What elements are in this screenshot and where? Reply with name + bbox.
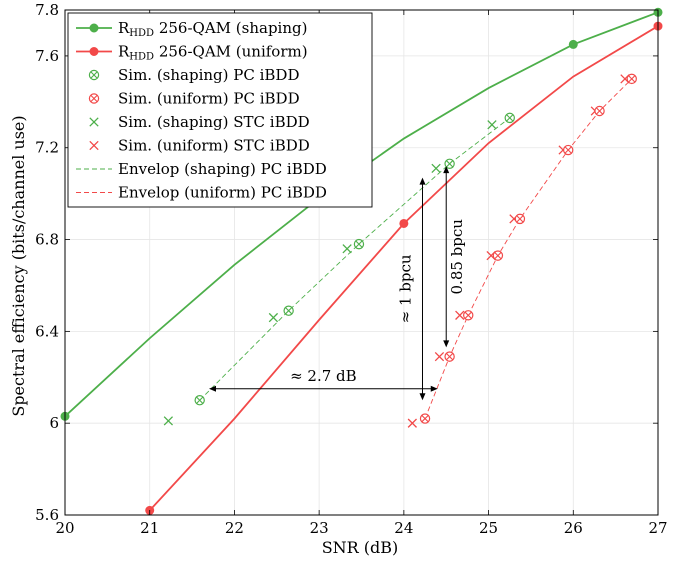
y-tick-label: 6.4	[35, 322, 59, 340]
x-axis-label: SNR (dB)	[322, 538, 399, 557]
x-tick-label: 22	[225, 519, 244, 537]
legend-entry: Sim. (uniform) STC iBDD	[89, 137, 310, 155]
legend-entry: Sim. (shaping) PC iBDD	[88, 66, 299, 84]
legend: RHDD 256-QAM (shaping) RHDD 256-QAM (unif…	[67, 12, 373, 208]
data-point	[594, 105, 605, 117]
legend-entry: Sim. (shaping) STC iBDD	[89, 113, 310, 131]
series-6	[407, 74, 630, 428]
legend-marker	[89, 117, 99, 127]
annotation-label: 0.85 bpcu	[448, 219, 466, 295]
data-point	[89, 47, 99, 56]
data-point	[407, 418, 417, 428]
y-tick-label: 5.6	[35, 506, 59, 524]
legend-entry: Envelop (shaping) PC iBDD	[76, 160, 327, 178]
axes: 20 21 22 23 24 25 26 27 5.6 6 6.4 6.8 7.2 7.6 7.8	[35, 1, 667, 537]
data-point	[283, 305, 294, 316]
series-8	[424, 78, 633, 419]
x-tick-label: 24	[394, 519, 413, 537]
series-4	[419, 73, 637, 424]
legend-marker	[89, 140, 99, 151]
legend-entry: Sim. (uniform) PC iBDD	[88, 90, 300, 108]
data-point	[399, 218, 409, 228]
x-tick-label: 25	[479, 519, 498, 537]
annotation-1: ≈ 2.7 dB	[209, 367, 438, 392]
data-point	[504, 112, 515, 124]
legend-label: Sim. (uniform) PC iBDD	[118, 90, 300, 108]
legend-label: Sim. (shaping) PC iBDD	[118, 66, 299, 84]
data-point	[268, 312, 279, 323]
x-tick-label: 21	[140, 519, 159, 537]
series-7	[199, 117, 511, 401]
data-point	[487, 120, 497, 130]
plot-frame	[64, 9, 659, 516]
annotations: ≈ 2.7 dB ≈ 1 bpcu 0.85 bpcu	[209, 166, 466, 401]
plot-area	[60, 7, 663, 515]
data-point	[342, 244, 352, 254]
legend-label: Envelop (uniform) PC iBDD	[118, 184, 327, 202]
arrow-head	[419, 393, 426, 401]
arrow-head	[209, 385, 217, 392]
data-point	[444, 158, 455, 169]
x-tick-label: 20	[55, 519, 74, 537]
arrow-head	[430, 385, 438, 392]
x-tick-label: 23	[310, 519, 329, 537]
arrow-head	[419, 177, 426, 185]
legend-label: Envelop (shaping) PC iBDD	[118, 160, 327, 178]
data-point	[194, 395, 205, 406]
data-point	[434, 351, 445, 362]
legend-label: RHDD 256-QAM (shaping)	[118, 19, 307, 39]
data-point	[563, 144, 574, 156]
y-tick-label: 7.2	[35, 139, 59, 157]
legend-label: Sim. (uniform) STC iBDD	[118, 137, 310, 155]
x-tick-label: 27	[648, 519, 667, 537]
series-5	[163, 120, 497, 426]
data-point	[463, 310, 474, 321]
annotation-3: 0.85 bpcu	[443, 166, 466, 348]
legend-entry: RHDD 256-QAM (shaping)	[76, 19, 307, 39]
y-tick-label: 6.8	[35, 231, 59, 249]
data-point	[568, 39, 578, 49]
legend-label: Sim. (shaping) STC iBDD	[118, 113, 310, 131]
data-point	[455, 310, 465, 320]
series-line	[424, 78, 633, 419]
y-tick-label: 7.8	[35, 1, 59, 19]
data-point	[431, 163, 441, 174]
data-point	[419, 413, 431, 424]
y-tick-label: 6	[49, 414, 59, 432]
y-tick-label: 7.6	[35, 47, 59, 65]
data-point	[492, 250, 504, 261]
data-point	[89, 23, 99, 33]
arrow-head	[443, 340, 450, 348]
annotation-2: ≈ 1 bpcu	[396, 177, 426, 401]
arrow-head	[443, 166, 450, 174]
annotation-label: ≈ 2.7 dB	[290, 367, 357, 385]
y-axis-label: Spectral efficiency (bits/channel use)	[9, 115, 28, 416]
data-point	[514, 213, 526, 225]
data-point	[353, 238, 365, 250]
legend-entry: Envelop (uniform) PC iBDD	[76, 184, 327, 202]
legend-label: RHDD 256-QAM (uniform)	[118, 43, 308, 63]
data-point	[88, 93, 100, 104]
legend-box	[67, 12, 373, 208]
annotation-label: ≈ 1 bpcu	[396, 254, 414, 323]
data-point	[444, 351, 455, 362]
series-3	[194, 112, 515, 406]
series-line	[199, 117, 511, 401]
data-point	[163, 416, 174, 426]
data-point	[626, 73, 637, 85]
legend-entry: RHDD 256-QAM (uniform)	[76, 43, 308, 63]
data-point	[88, 69, 100, 81]
x-tick-label: 26	[564, 519, 583, 537]
